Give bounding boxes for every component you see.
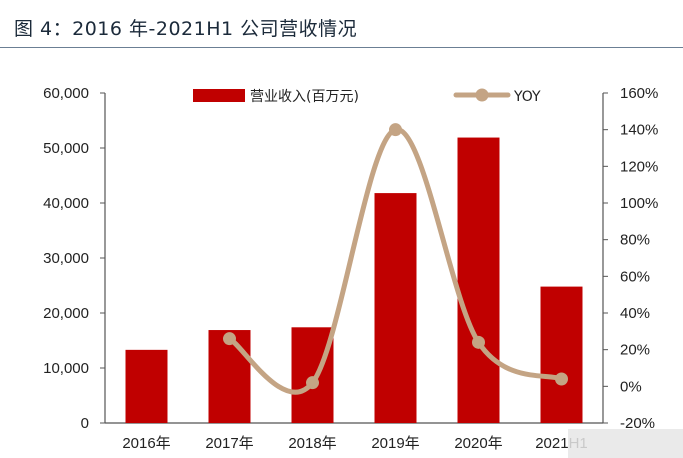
bars	[125, 137, 583, 424]
legend-bar-swatch	[193, 89, 245, 102]
yoy-point	[472, 335, 485, 349]
yoy-point	[555, 372, 568, 386]
x-tick-label: 2018年	[288, 435, 336, 452]
right-tick-label: 120%	[620, 158, 658, 175]
left-tick-label: 0	[81, 415, 89, 432]
watermark-blur	[568, 429, 683, 458]
tick-labels: 0 10,000 20,000 30,000 40,000 50,000 60,000 -20…	[43, 85, 683, 458]
x-tick-label: 2017年	[205, 435, 253, 452]
left-tick-label: 40,000	[43, 195, 89, 212]
bar	[457, 137, 500, 424]
yoy-point	[389, 123, 402, 137]
legend: 营业收入(百万元) YOY	[193, 88, 541, 105]
left-tick-label: 10,000	[43, 360, 89, 377]
bar	[208, 330, 251, 423]
yoy-point	[223, 332, 236, 346]
yoy-point	[306, 376, 319, 390]
bar	[125, 349, 168, 423]
x-tick-label: 2019年	[371, 435, 419, 452]
left-tick-label: 50,000	[43, 140, 89, 157]
x-tick-label: 2020年	[454, 435, 502, 452]
right-tick-label: -20%	[620, 415, 655, 432]
right-tick-label: 40%	[620, 305, 650, 322]
bar	[291, 327, 334, 423]
legend-bar-label: 营业收入(百万元)	[250, 89, 359, 105]
legend-line-marker	[475, 88, 489, 102]
legend-line-label: YOY	[513, 89, 541, 105]
right-tick-label: 140%	[620, 122, 658, 139]
left-tick-label: 20,000	[43, 305, 89, 322]
right-tick-label: 60%	[620, 268, 650, 285]
right-tick-label: 20%	[620, 342, 650, 359]
figure-title: 图 4：2016 年-2021H1 公司营收情况	[14, 18, 358, 40]
x-tick-label: 2016年	[122, 435, 170, 452]
bar	[540, 286, 583, 423]
axes	[100, 92, 608, 424]
right-tick-label: 100%	[620, 195, 658, 212]
right-tick-label: 0%	[620, 378, 642, 395]
yoy-line	[223, 123, 568, 395]
left-tick-label: 30,000	[43, 250, 89, 267]
right-tick-label: 160%	[620, 85, 658, 102]
right-tick-label: 80%	[620, 232, 650, 249]
bar	[374, 193, 417, 423]
left-tick-label: 60,000	[43, 85, 89, 102]
title-divider	[0, 47, 683, 48]
